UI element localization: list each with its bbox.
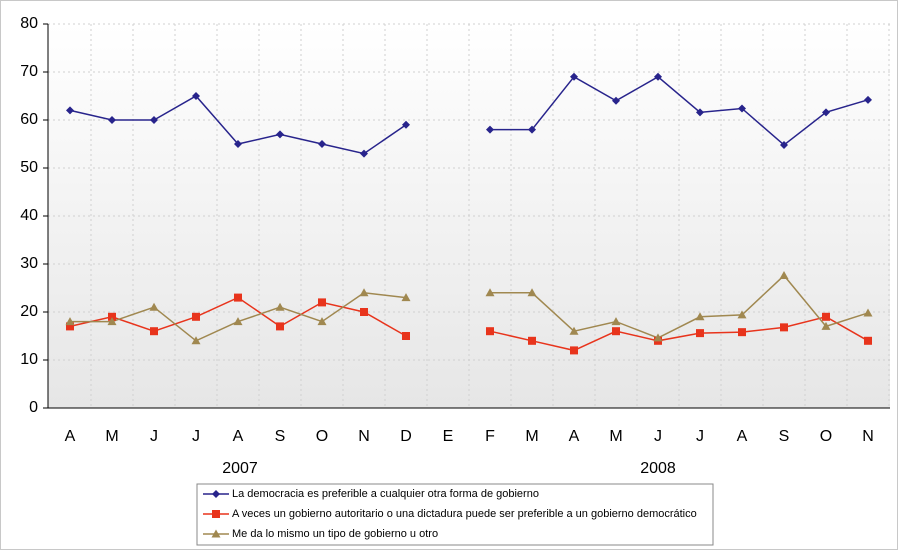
marker — [276, 322, 284, 331]
marker — [66, 322, 74, 331]
x-tick-label: E — [443, 428, 454, 445]
x-tick-label: M — [105, 428, 118, 445]
x-tick-label: F — [485, 428, 495, 445]
x-tick-label: S — [275, 428, 286, 445]
marker — [234, 140, 242, 148]
marker — [780, 323, 788, 332]
x-tick-label: A — [65, 428, 76, 445]
y-tick-label: 80 — [20, 15, 38, 32]
y-tick-label: 60 — [20, 111, 38, 128]
x-tick-label: J — [696, 428, 704, 445]
marker — [360, 149, 368, 158]
x-tick-label: M — [609, 428, 622, 445]
marker — [612, 96, 620, 105]
marker — [570, 72, 578, 81]
x-tick-label: S — [779, 428, 790, 445]
marker — [737, 310, 747, 319]
legend-label: A veces un gobierno autoritario o una di… — [232, 508, 697, 520]
marker — [402, 332, 410, 340]
marker — [65, 317, 75, 326]
y-tick-label: 20 — [20, 303, 38, 320]
marker — [738, 104, 746, 113]
marker — [780, 140, 788, 149]
x-tick-label: M — [525, 428, 538, 445]
x-tick-label: A — [737, 428, 748, 445]
marker — [212, 510, 220, 518]
marker — [108, 312, 116, 321]
marker — [192, 92, 200, 100]
marker — [66, 106, 74, 115]
marker — [738, 328, 746, 337]
marker — [318, 140, 326, 148]
marker — [360, 308, 368, 316]
legend-box — [196, 483, 714, 546]
marker — [486, 125, 494, 134]
marker — [485, 288, 495, 297]
y-tick-label: 0 — [29, 399, 38, 416]
x-tick-label: J — [654, 428, 662, 445]
legend-label: Me da lo mismo un tipo de gobierno u otr… — [232, 528, 438, 540]
x-tick-label: O — [316, 428, 328, 445]
marker — [234, 293, 242, 302]
marker — [822, 312, 830, 321]
marker — [653, 333, 663, 342]
marker — [863, 308, 873, 317]
marker — [528, 336, 536, 345]
marker — [150, 116, 158, 124]
marker — [486, 327, 494, 336]
marker — [528, 125, 536, 134]
marker — [695, 312, 705, 321]
x-tick-label: A — [233, 428, 244, 445]
marker — [570, 346, 578, 355]
marker — [317, 317, 327, 326]
marker — [402, 120, 410, 129]
marker — [233, 317, 243, 326]
marker — [864, 95, 872, 104]
marker — [275, 302, 285, 311]
marker — [821, 321, 831, 330]
x-tick-label: J — [192, 428, 200, 445]
marker — [654, 72, 662, 81]
marker — [192, 312, 200, 321]
year-label: 2007 — [222, 460, 258, 477]
marker — [359, 288, 369, 297]
marker — [107, 317, 117, 326]
marker — [864, 336, 872, 345]
legend-label: La democracia es preferible a cualquier … — [232, 488, 539, 500]
marker — [611, 317, 621, 326]
marker — [276, 130, 284, 139]
x-tick-label: J — [150, 428, 158, 445]
y-tick-label: 30 — [20, 255, 38, 272]
marker — [401, 293, 411, 302]
x-tick-label: D — [400, 428, 412, 445]
marker — [569, 326, 579, 335]
marker — [149, 302, 159, 311]
marker — [822, 108, 830, 117]
y-tick-label: 10 — [20, 351, 38, 368]
y-tick-label: 50 — [20, 159, 38, 176]
marker — [612, 327, 620, 336]
x-tick-label: N — [358, 428, 370, 445]
marker — [696, 329, 704, 338]
marker — [108, 116, 116, 124]
marker — [150, 327, 158, 336]
y-tick-label: 70 — [20, 63, 38, 80]
marker — [779, 271, 789, 280]
marker — [191, 336, 201, 345]
marker — [527, 288, 537, 297]
x-tick-label: A — [569, 428, 580, 445]
marker — [318, 298, 326, 307]
marker — [212, 490, 220, 498]
marker — [696, 108, 704, 117]
marker — [211, 529, 221, 538]
x-tick-label: O — [820, 428, 832, 445]
x-tick-label: N — [862, 428, 874, 445]
year-label: 2008 — [640, 460, 676, 477]
y-tick-label: 40 — [20, 207, 38, 224]
